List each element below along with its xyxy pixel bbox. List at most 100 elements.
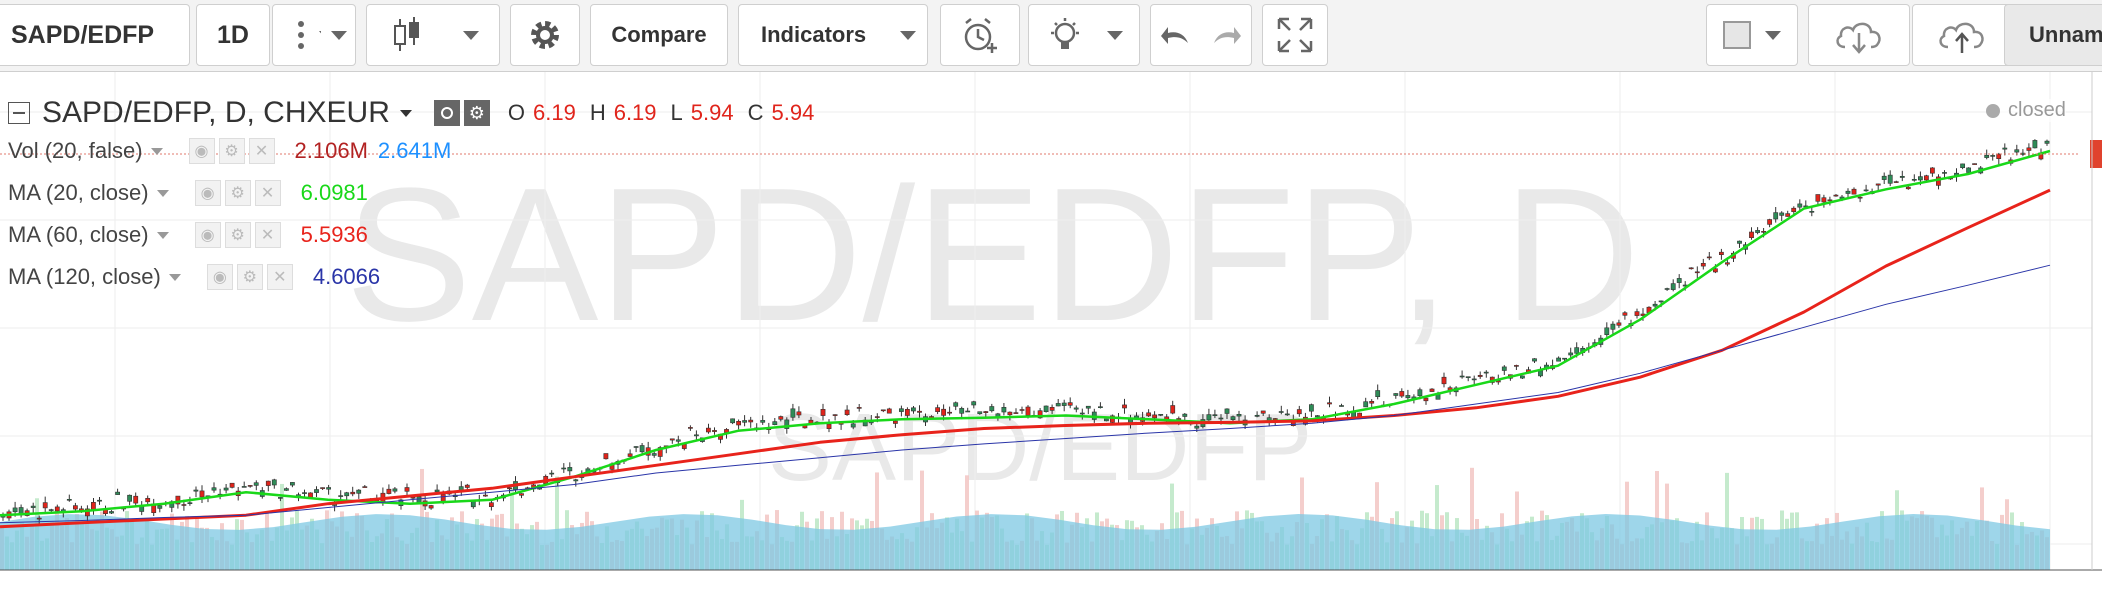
- candle-body: [675, 439, 681, 442]
- price-chart[interactable]: SAPD/EDFP, D SAPD/EDFP: [0, 72, 2102, 594]
- candle-body: [1568, 352, 1574, 356]
- volume-bar: [1725, 472, 1729, 570]
- candle-body: [2044, 140, 2050, 144]
- gear-icon[interactable]: ⚙: [463, 100, 490, 126]
- chevron-down-icon[interactable]: [150, 147, 163, 155]
- symbol-search-button[interactable]: SAPD/EDFP: [0, 4, 190, 66]
- candle-body: [989, 406, 995, 412]
- candle-body: [935, 407, 940, 413]
- candle-body: [1664, 288, 1670, 290]
- eye-icon[interactable]: ◉: [194, 180, 221, 206]
- candle-body: [1984, 155, 1990, 158]
- gear-icon[interactable]: ⚙: [236, 264, 263, 290]
- candle-body: [187, 502, 193, 505]
- undo-icon[interactable]: [1158, 17, 1194, 53]
- candle-body: [1043, 405, 1049, 412]
- candle-body: [1073, 407, 1079, 410]
- candle-body: [1990, 155, 1996, 157]
- settings-button[interactable]: [510, 4, 580, 66]
- chevron-down-icon[interactable]: [168, 273, 181, 281]
- gear-icon[interactable]: ⚙: [224, 180, 251, 206]
- candle-body: [1918, 176, 1923, 181]
- interval-dropdown[interactable]: [272, 4, 356, 66]
- candle-body: [1429, 388, 1435, 392]
- candle-body: [1110, 415, 1115, 423]
- candle-body: [1049, 406, 1055, 411]
- candle-body: [736, 420, 741, 426]
- close-icon[interactable]: ✕: [248, 138, 275, 164]
- candle-body: [36, 517, 42, 520]
- price-label-marker: [2090, 140, 2102, 168]
- candle-body: [1055, 403, 1061, 407]
- chevron-down-icon[interactable]: [399, 109, 412, 117]
- candle-body: [1972, 163, 1977, 165]
- volume-bar: [1170, 483, 1174, 570]
- candle-body: [1767, 219, 1772, 225]
- candle-body: [1019, 409, 1025, 411]
- compare-button[interactable]: Compare: [590, 4, 728, 66]
- eye-icon[interactable]: ◉: [188, 138, 215, 164]
- candle-body: [253, 482, 259, 486]
- ideas-button[interactable]: [1028, 4, 1140, 66]
- eye-icon[interactable]: ◉: [194, 222, 221, 248]
- fullscreen-button[interactable]: [1262, 4, 1328, 66]
- gear-icon[interactable]: ⚙: [218, 138, 245, 164]
- chevron-down-icon: [1765, 30, 1781, 40]
- indicators-button[interactable]: Indicators: [738, 4, 928, 66]
- candle-body: [350, 491, 356, 495]
- layout-color-button[interactable]: [1706, 4, 1798, 66]
- candle-body: [1206, 414, 1212, 421]
- candle-body: [639, 445, 645, 453]
- redo-icon[interactable]: [1208, 17, 1244, 53]
- indicator-legend-volume: Vol (20, false) ◉ ⚙ ✕ 2.106M 2.641M: [8, 138, 451, 164]
- indicator-name[interactable]: MA (60, close): [8, 222, 149, 247]
- candle-body: [784, 419, 790, 429]
- series-title[interactable]: SAPD/EDFP, D, CHXEUR: [42, 96, 390, 129]
- close-icon[interactable]: ✕: [254, 222, 281, 248]
- candle-body: [971, 401, 977, 406]
- indicator-name[interactable]: MA (120, close): [8, 264, 161, 289]
- save-layout-button[interactable]: [1912, 4, 2012, 66]
- candle-body: [1700, 263, 1706, 267]
- gear-icon[interactable]: ⚙: [224, 222, 251, 248]
- candle-body: [91, 501, 96, 511]
- candle-body: [1785, 213, 1791, 217]
- load-layout-button[interactable]: [1808, 4, 1910, 66]
- candle-body: [687, 427, 693, 429]
- close-icon[interactable]: ✕: [266, 264, 293, 290]
- collapse-icon[interactable]: [8, 102, 30, 124]
- candle-body: [115, 491, 120, 495]
- square-icon: [1723, 21, 1751, 49]
- candle-body: [145, 497, 151, 503]
- candle-body: [314, 489, 319, 493]
- candle-body: [1176, 418, 1182, 420]
- close-icon[interactable]: ✕: [254, 180, 281, 206]
- top-toolbar: SAPD/EDFP 1D Compare Indicators Unnam: [0, 0, 2102, 72]
- indicator-name[interactable]: MA (20, close): [8, 180, 149, 205]
- chevron-down-icon: [463, 30, 479, 40]
- candle-body: [356, 489, 362, 494]
- candle-body: [904, 408, 910, 416]
- chevron-down-icon[interactable]: [156, 231, 169, 239]
- candle-body: [175, 495, 181, 505]
- candle-body: [983, 411, 989, 414]
- alert-button[interactable]: [940, 4, 1020, 66]
- candle-body: [1339, 405, 1344, 407]
- candle-body: [1284, 413, 1290, 416]
- volume-bar: [1470, 467, 1474, 570]
- candle-body: [428, 505, 434, 509]
- candle-body: [404, 487, 410, 492]
- indicator-name[interactable]: Vol (20, false): [8, 138, 143, 163]
- candle-body: [507, 487, 512, 490]
- main-series-legend: SAPD/EDFP, D, CHXEUR ⚙ O 6.19 H 6.19 L 5…: [8, 96, 814, 130]
- chart-area[interactable]: SAPD/EDFP, D SAPD/EDFP SAPD/EDFP, D, CHX…: [0, 72, 2102, 594]
- chevron-down-icon[interactable]: [156, 189, 169, 197]
- layout-name-button[interactable]: Unnam: [2004, 4, 2102, 66]
- eye-icon[interactable]: [433, 100, 460, 126]
- candle-body: [223, 487, 229, 491]
- ohlc-low-value: 5.94: [690, 100, 734, 125]
- chart-style-button[interactable]: [366, 4, 500, 66]
- eye-icon[interactable]: ◉: [206, 264, 233, 290]
- interval-button[interactable]: 1D: [196, 4, 270, 66]
- candle-body: [302, 492, 307, 494]
